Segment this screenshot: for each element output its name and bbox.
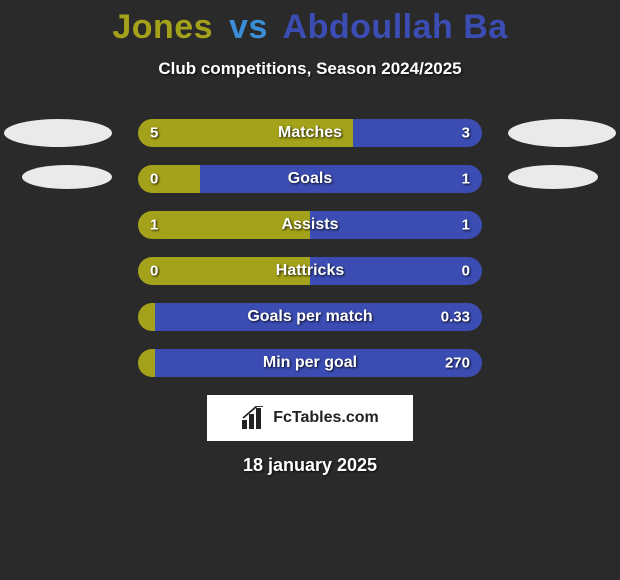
brand-text: FcTables.com xyxy=(273,409,379,427)
player1-badge-top xyxy=(4,119,112,147)
stat-value-right: 3 xyxy=(462,125,470,142)
player2-badge-bottom xyxy=(508,165,598,189)
stat-row: Goals 0 1 xyxy=(138,165,482,193)
stat-left-fill xyxy=(138,303,155,331)
stat-label: Assists xyxy=(282,216,339,234)
stat-value-right: 1 xyxy=(462,171,470,188)
stat-row: Matches 5 3 xyxy=(138,119,482,147)
stat-label: Goals xyxy=(288,170,332,188)
stat-value-left: 0 xyxy=(150,171,158,188)
fctables-logo-icon xyxy=(241,406,267,430)
stat-label: Hattricks xyxy=(276,262,344,280)
subtitle: Club competitions, Season 2024/2025 xyxy=(0,59,620,79)
chart-area: Matches53Goals01Assists11Hattricks00Goal… xyxy=(0,119,620,377)
stat-right-fill xyxy=(200,165,482,193)
stat-left-fill xyxy=(138,349,155,377)
stat-label: Matches xyxy=(278,124,342,142)
stat-value-right: 1 xyxy=(462,217,470,234)
brand-footer: FcTables.com xyxy=(207,395,413,441)
stat-row: Assists 1 1 xyxy=(138,211,482,239)
stat-value-right: 0 xyxy=(462,263,470,280)
stat-value-right: 270 xyxy=(445,355,470,372)
date-text: 18 january 2025 xyxy=(0,455,620,476)
stat-left-fill xyxy=(138,165,200,193)
stat-value-left: 5 xyxy=(150,125,158,142)
player1-name: Jones xyxy=(112,8,213,46)
stat-row: Goals per match 0.33 xyxy=(138,303,482,331)
stat-bars: Matches53Goals01Assists11Hattricks00Goal… xyxy=(138,119,482,377)
player2-badge-top xyxy=(508,119,616,147)
player1-badge-bottom xyxy=(22,165,112,189)
stat-label: Goals per match xyxy=(247,308,372,326)
stat-row: Hattricks 0 0 xyxy=(138,257,482,285)
stat-value-left: 0 xyxy=(150,263,158,280)
vs-text: vs xyxy=(229,8,268,46)
stat-value-right: 0.33 xyxy=(441,309,470,326)
player2-name: Abdoullah Ba xyxy=(283,8,508,46)
comparison-title: Jones vs Abdoullah Ba xyxy=(0,0,620,47)
stat-value-left: 1 xyxy=(150,217,158,234)
stat-row: Min per goal 270 xyxy=(138,349,482,377)
stat-label: Min per goal xyxy=(263,354,357,372)
